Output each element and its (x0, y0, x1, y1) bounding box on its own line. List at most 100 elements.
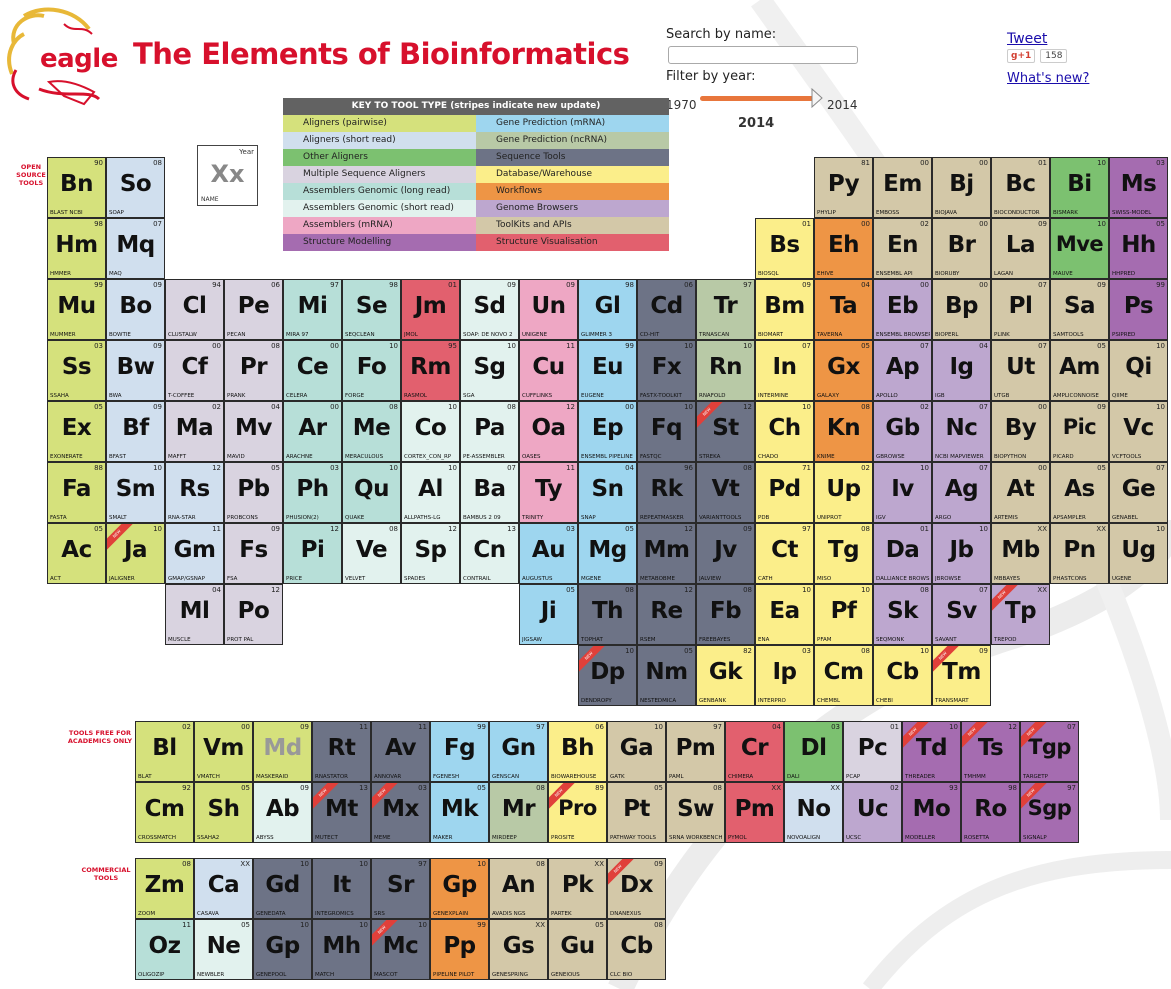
element-cell[interactable]: 12 St STREKA NEW (696, 401, 755, 462)
element-cell[interactable]: 00 Em EMBOSS (873, 157, 932, 218)
element-cell[interactable]: XX Pm PYMOL (725, 782, 784, 843)
element-cell[interactable]: 10 Mc MASCOT NEW (371, 919, 430, 980)
element-cell[interactable]: 02 Ma MAFFT (165, 401, 224, 462)
element-cell[interactable]: 08 Sw SRNA WORKBENCH UEA (666, 782, 725, 843)
element-cell[interactable]: 04 Mv MAVID (224, 401, 283, 462)
element-cell[interactable]: 97 Ct CATH (755, 523, 814, 584)
element-cell[interactable]: 03 Au AUGUSTUS (519, 523, 578, 584)
element-cell[interactable]: 09 Pic PICARD (1050, 401, 1109, 462)
element-cell[interactable]: 06 Cd CD-HIT (637, 279, 696, 340)
element-cell[interactable]: 07 In INTERMINE (755, 340, 814, 401)
element-cell[interactable]: 98 Hm HMMER (47, 218, 106, 279)
year-slider-track[interactable] (700, 96, 818, 101)
element-cell[interactable]: 10 Mh MATCH (312, 919, 371, 980)
element-cell[interactable]: 05 Mg MGENE (578, 523, 637, 584)
element-cell[interactable]: 10 Al ALLPATHS-LG (401, 462, 460, 523)
element-cell[interactable]: 97 Sgp SIGNALP NEW (1020, 782, 1079, 843)
element-cell[interactable]: 13 Cn CONTRAIL (460, 523, 519, 584)
element-cell[interactable]: 04 Ta TAVERNA (814, 279, 873, 340)
element-cell[interactable]: 00 At ARTEMIS (991, 462, 1050, 523)
element-cell[interactable]: 10 Ea ENA (755, 584, 814, 645)
element-cell[interactable]: 05 As APSAMPLER (1050, 462, 1109, 523)
element-cell[interactable]: 88 Fa FASTA (47, 462, 106, 523)
element-cell[interactable]: 00 Vm VMATCH (194, 721, 253, 782)
element-cell[interactable]: 95 Rm RASMOL (401, 340, 460, 401)
element-cell[interactable]: 12 Rs RNA-STAR (165, 462, 224, 523)
element-cell[interactable]: 94 Cl CLUSTALW (165, 279, 224, 340)
element-cell[interactable]: 07 Ba BAMBUS 2 09 (460, 462, 519, 523)
element-cell[interactable]: 93 Mo MODELLER (902, 782, 961, 843)
element-cell[interactable]: 10 Rn RNAFOLD (696, 340, 755, 401)
element-cell[interactable]: 08 Cm CHEMBL (814, 645, 873, 706)
element-cell[interactable]: 08 Mr MIRDEEP (489, 782, 548, 843)
element-cell[interactable]: 08 Pr PRANK (224, 340, 283, 401)
element-cell[interactable]: 10 Pf PFAM (814, 584, 873, 645)
element-cell[interactable]: 99 Ps PSIPRED (1109, 279, 1168, 340)
element-cell[interactable]: 10 Jb JBROWSE (932, 523, 991, 584)
element-cell[interactable]: 01 Bc BIOCONDUCTOR (991, 157, 1050, 218)
element-cell[interactable]: 05 Pt PATHWAY TOOLS (607, 782, 666, 843)
element-cell[interactable]: 05 Hh HHPRED (1109, 218, 1168, 279)
search-input[interactable] (668, 46, 858, 64)
element-cell[interactable]: 02 Gb GBROWSE (873, 401, 932, 462)
element-cell[interactable]: 07 Ap APOLLO (873, 340, 932, 401)
element-cell[interactable]: 08 Me MERACULOUS (342, 401, 401, 462)
element-cell[interactable]: XX Ca CASAVA (194, 858, 253, 919)
element-cell[interactable]: 09 Un UNIGENE (519, 279, 578, 340)
element-cell[interactable]: 05 Ac ACT (47, 523, 106, 584)
element-cell[interactable]: 10 It INTEGROMICS (312, 858, 371, 919)
element-cell[interactable]: 05 Ex EXONERATE (47, 401, 106, 462)
element-cell[interactable]: 10 Ug UGENE (1109, 523, 1168, 584)
element-cell[interactable]: 12 Re RSEM (637, 584, 696, 645)
element-cell[interactable]: 98 Se SEQCLEAN (342, 279, 401, 340)
element-cell[interactable]: 10 Sg SGA (460, 340, 519, 401)
element-cell[interactable]: 82 Gk GENBANK (696, 645, 755, 706)
element-cell[interactable]: 06 Pe PECAN (224, 279, 283, 340)
element-cell[interactable]: 07 Ut UTGB (991, 340, 1050, 401)
element-cell[interactable]: 10 Bi BISMARK (1050, 157, 1109, 218)
element-cell[interactable]: 10 Iv IGV (873, 462, 932, 523)
element-cell[interactable]: 13 Mt MUTECT NEW (312, 782, 371, 843)
element-cell[interactable]: 97 Gn GENSCAN (489, 721, 548, 782)
element-cell[interactable]: 07 Ag ARGO (932, 462, 991, 523)
element-cell[interactable]: 02 Up UNIPROT (814, 462, 873, 523)
element-cell[interactable]: 11 Ty TRINITY (519, 462, 578, 523)
element-cell[interactable]: 12 Po PROT PAL (224, 584, 283, 645)
element-cell[interactable]: 10 Dp DENDROPY NEW (578, 645, 637, 706)
element-cell[interactable]: 08 Th TOPHAT (578, 584, 637, 645)
element-cell[interactable]: XX No NOVOALIGN (784, 782, 843, 843)
element-cell[interactable]: 10 Fo FORGE (342, 340, 401, 401)
element-cell[interactable]: 12 Ts TMHMM NEW (961, 721, 1020, 782)
element-cell[interactable]: 03 Ms SWISS-MODEL (1109, 157, 1168, 218)
element-cell[interactable]: XX Pk PARTEK (548, 858, 607, 919)
element-cell[interactable]: 12 Pi PRICE (283, 523, 342, 584)
element-cell[interactable]: 12 Oa OASES (519, 401, 578, 462)
element-cell[interactable]: 10 Gd GENEDATA (253, 858, 312, 919)
element-cell[interactable]: 08 Zm ZOOM (135, 858, 194, 919)
element-cell[interactable]: XX Pn PHASTCONS (1050, 523, 1109, 584)
element-cell[interactable]: 00 By BIOPYTHON (991, 401, 1050, 462)
element-cell[interactable]: 09 La LAGAN (991, 218, 1050, 279)
element-cell[interactable]: 05 Gx GALAXY (814, 340, 873, 401)
element-cell[interactable]: 02 Bl BLAT (135, 721, 194, 782)
element-cell[interactable]: 11 Cu CUFFLINKS (519, 340, 578, 401)
element-cell[interactable]: 08 An AVADIS NGS (489, 858, 548, 919)
element-cell[interactable]: 05 Am AMPLICONNOISE (1050, 340, 1109, 401)
element-cell[interactable]: 90 Bn BLAST NCBI (47, 157, 106, 218)
element-cell[interactable]: 10 Mve MAUVE (1050, 218, 1109, 279)
element-cell[interactable]: 07 Tgp TARGETP NEW (1020, 721, 1079, 782)
element-cell[interactable]: 11 Rt RNASTATOR (312, 721, 371, 782)
element-cell[interactable]: 08 Fb FREEBAYES (696, 584, 755, 645)
element-cell[interactable]: 00 Eb ENSEMBL BROWSER (873, 279, 932, 340)
element-cell[interactable]: 09 Bm BIOMART (755, 279, 814, 340)
element-cell[interactable]: 00 Ep ENSEMBL PIPELINE (578, 401, 637, 462)
element-cell[interactable]: 10 Cb CHEBI (873, 645, 932, 706)
element-cell[interactable]: 71 Pd PDB (755, 462, 814, 523)
element-cell[interactable]: 05 Gu GENEIOUS (548, 919, 607, 980)
element-cell[interactable]: 00 Bp BIOPERL (932, 279, 991, 340)
element-cell[interactable]: 00 Ar ARACHNE (283, 401, 342, 462)
element-cell[interactable]: 96 Rk REPEATMASKER (637, 462, 696, 523)
element-cell[interactable]: 99 Mu MUMMER (47, 279, 106, 340)
element-cell[interactable]: 01 Jm JMOL (401, 279, 460, 340)
element-cell[interactable]: 08 Ve VELVET (342, 523, 401, 584)
